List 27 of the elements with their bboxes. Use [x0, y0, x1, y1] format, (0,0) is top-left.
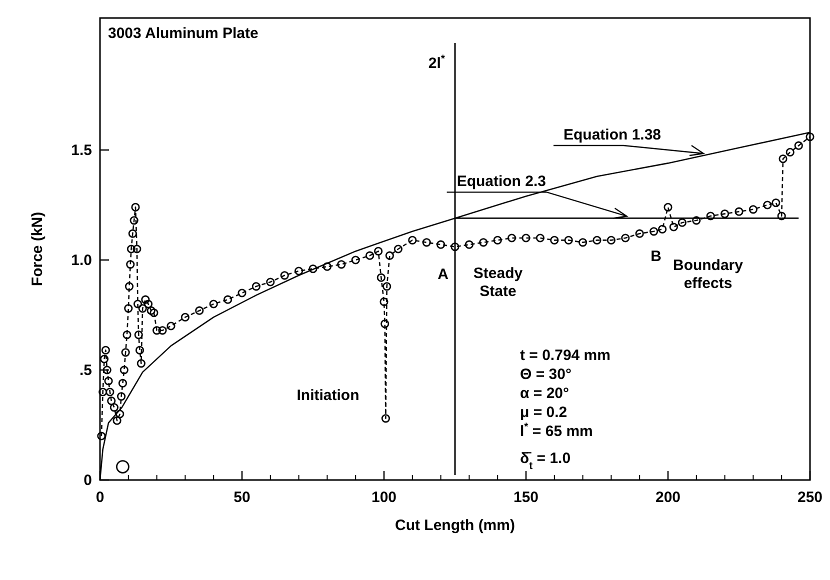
- series-label: Equation 2.3: [456, 173, 546, 190]
- annotation: Steady State: [473, 265, 524, 300]
- annotation: A: [438, 266, 449, 283]
- x-tick-label: 100: [371, 489, 397, 506]
- annotation: Initiation: [296, 387, 360, 404]
- text: 3003 Aluminum Plate: [108, 25, 258, 42]
- ref-line-label: 2l$^{*}$: [428, 53, 446, 72]
- y-axis-title: Force (kN): [29, 212, 46, 286]
- x-tick-label: 0: [96, 489, 104, 506]
- x-tick-label: 250: [797, 489, 823, 506]
- y-tick-label: 1.0: [71, 252, 92, 269]
- y-tick-label: 0: [84, 472, 92, 489]
- annotation: μ = 0.2: [520, 404, 568, 421]
- x-tick-label: 50: [234, 489, 250, 506]
- x-tick-label: 200: [655, 489, 681, 506]
- annotation: α = 20°: [520, 385, 569, 402]
- annotation: l$^{*}$ = 65 mm: [520, 421, 593, 440]
- annotation: B: [650, 248, 662, 266]
- series-label: Equation 1.38: [564, 126, 662, 144]
- annotation: Θ = 30°: [520, 366, 572, 383]
- y-tick-label: 1.5: [71, 142, 92, 159]
- annotation: δ̄$_{t}$ = 1.0: [520, 450, 571, 472]
- y-tick-label: .5: [79, 362, 92, 379]
- annotation: t = 0.794 mm: [520, 347, 610, 364]
- x-axis-title: Cut Length (mm): [395, 517, 515, 534]
- x-tick-label: 150: [513, 489, 539, 506]
- annotation: Boundary effects: [672, 257, 744, 292]
